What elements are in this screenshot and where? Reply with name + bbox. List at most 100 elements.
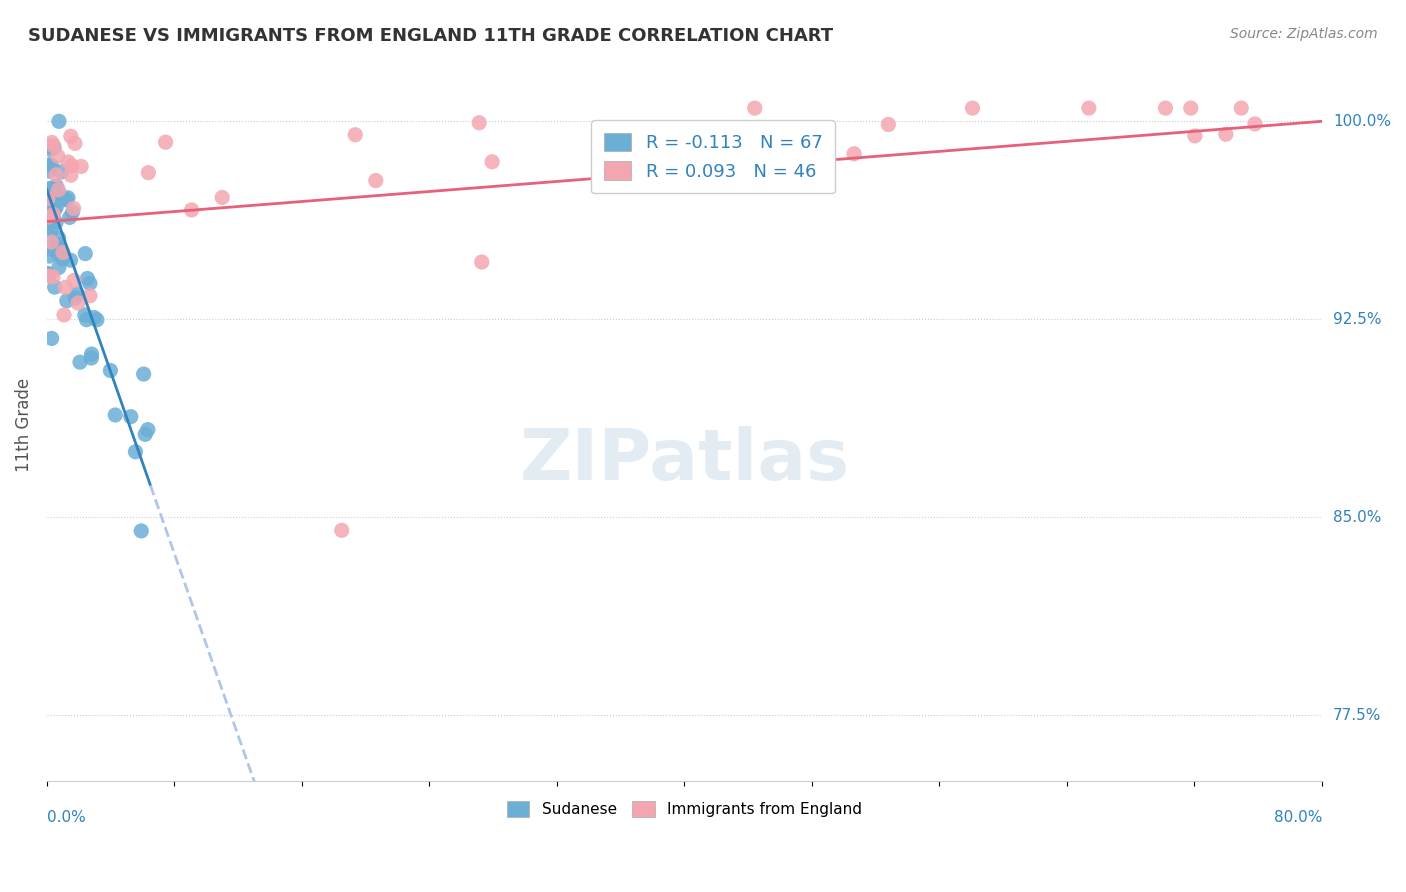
Point xyxy=(37,210,59,224)
Point xyxy=(37,192,59,206)
Point xyxy=(53,308,76,322)
Text: 0.0%: 0.0% xyxy=(46,810,86,824)
Point xyxy=(44,203,66,218)
Point xyxy=(38,158,60,172)
Point xyxy=(962,101,984,115)
Point xyxy=(37,208,59,222)
Point xyxy=(180,202,202,217)
Point xyxy=(41,331,63,345)
Text: 85.0%: 85.0% xyxy=(1333,509,1381,524)
Point xyxy=(39,188,62,202)
Point xyxy=(62,205,84,219)
Point xyxy=(76,271,98,285)
Point xyxy=(120,409,142,424)
Point xyxy=(86,313,108,327)
Point xyxy=(45,215,67,229)
Point xyxy=(46,247,69,261)
Point xyxy=(136,423,159,437)
Point xyxy=(45,183,67,197)
Point xyxy=(41,193,63,207)
Point xyxy=(73,308,96,322)
Point xyxy=(79,289,101,303)
Point xyxy=(48,231,70,245)
Point xyxy=(38,228,60,243)
Point xyxy=(37,139,59,153)
Point xyxy=(37,267,59,281)
Point xyxy=(42,140,65,154)
Text: 92.5%: 92.5% xyxy=(1333,311,1382,326)
Point xyxy=(132,367,155,381)
Point xyxy=(66,287,89,301)
Point xyxy=(59,129,82,144)
Point xyxy=(52,252,75,266)
Point xyxy=(38,242,60,256)
Text: SUDANESE VS IMMIGRANTS FROM ENGLAND 11TH GRADE CORRELATION CHART: SUDANESE VS IMMIGRANTS FROM ENGLAND 11TH… xyxy=(28,27,834,45)
Point xyxy=(59,211,82,225)
Point xyxy=(39,223,62,237)
Point xyxy=(48,114,70,128)
Point xyxy=(1180,101,1202,115)
Point xyxy=(52,193,75,207)
Point xyxy=(42,207,65,221)
Point xyxy=(1215,127,1237,141)
Point xyxy=(39,143,62,157)
Point xyxy=(471,255,494,269)
Point xyxy=(481,154,503,169)
Point xyxy=(51,165,73,179)
Point xyxy=(38,209,60,223)
Point xyxy=(711,160,734,174)
Point xyxy=(45,179,67,194)
Y-axis label: 11th Grade: 11th Grade xyxy=(15,377,32,472)
Point xyxy=(56,191,79,205)
Point xyxy=(59,168,82,182)
Text: ZIPatlas: ZIPatlas xyxy=(519,425,849,495)
Point xyxy=(45,168,67,182)
Point xyxy=(344,128,367,142)
Point xyxy=(66,296,89,310)
Point xyxy=(330,524,353,538)
Point xyxy=(155,135,177,149)
Point xyxy=(63,273,86,287)
Text: 100.0%: 100.0% xyxy=(1333,114,1391,128)
Point xyxy=(41,235,63,249)
Point xyxy=(48,260,70,275)
Point xyxy=(1184,128,1206,143)
Point xyxy=(46,237,69,252)
Point xyxy=(124,444,146,458)
Point xyxy=(37,205,59,219)
Point xyxy=(41,136,63,150)
Point xyxy=(56,293,79,308)
Point xyxy=(53,280,76,294)
Point xyxy=(744,101,766,115)
Point xyxy=(42,269,65,284)
Point xyxy=(100,363,122,377)
Point xyxy=(59,253,82,268)
Point xyxy=(877,118,900,132)
Point xyxy=(468,116,491,130)
Point xyxy=(70,160,93,174)
Point xyxy=(1077,101,1099,115)
Point xyxy=(38,164,60,178)
Text: 77.5%: 77.5% xyxy=(1333,707,1381,723)
Point xyxy=(134,427,156,442)
Point xyxy=(364,173,387,187)
Point xyxy=(45,200,67,214)
Point xyxy=(52,245,75,260)
Text: Source: ZipAtlas.com: Source: ZipAtlas.com xyxy=(1230,27,1378,41)
Point xyxy=(60,159,83,173)
Point xyxy=(129,524,152,538)
Point xyxy=(38,269,60,284)
Point xyxy=(83,310,105,325)
Point xyxy=(48,183,70,197)
Point xyxy=(39,186,62,201)
Point xyxy=(38,213,60,227)
Point xyxy=(58,155,80,169)
Point xyxy=(75,246,97,260)
Point xyxy=(63,291,86,305)
Point xyxy=(76,312,98,326)
Legend: Sudanese, Immigrants from England: Sudanese, Immigrants from England xyxy=(501,795,869,823)
Point xyxy=(38,212,60,227)
Point xyxy=(55,193,77,207)
Point xyxy=(38,203,60,218)
Point xyxy=(37,182,59,196)
